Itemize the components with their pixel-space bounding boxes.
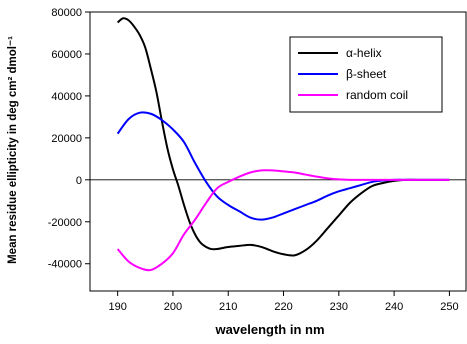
legend-label: random coil xyxy=(346,88,408,102)
x-tick-label: 210 xyxy=(219,301,237,313)
legend-label: β-sheet xyxy=(346,67,387,81)
x-tick-label: 230 xyxy=(330,301,348,313)
y-tick-label: -40000 xyxy=(48,259,82,271)
x-tick-label: 250 xyxy=(440,301,458,313)
x-axis-title: wavelength in nm xyxy=(214,322,324,337)
x-tick-label: 220 xyxy=(274,301,292,313)
y-axis-title: Mean residue ellipticity in deg cm² dmol… xyxy=(7,36,19,264)
x-tick-label: 200 xyxy=(164,301,182,313)
x-tick-label: 190 xyxy=(108,301,126,313)
axes-layer: -40000 -20000 0 20000 40000 60000 80000 190 200 2… xyxy=(48,7,467,313)
y-tick-label: 80000 xyxy=(51,7,82,19)
x-tick-label: 240 xyxy=(385,301,403,313)
series-beta-sheet xyxy=(116,111,450,221)
y-tick-label: 60000 xyxy=(51,49,82,61)
plot-frame xyxy=(89,11,467,292)
series-layer xyxy=(116,17,450,272)
legend: α-helix β-sheet random coil xyxy=(289,36,443,113)
series-alpha-helix xyxy=(116,17,450,257)
legend-label: α-helix xyxy=(346,46,382,60)
y-tick-label: -20000 xyxy=(48,217,82,229)
series-random-coil xyxy=(116,169,450,272)
y-tick-label: 40000 xyxy=(51,91,82,103)
y-tick-label: 20000 xyxy=(51,133,82,145)
y-tick-label: 0 xyxy=(76,175,82,187)
